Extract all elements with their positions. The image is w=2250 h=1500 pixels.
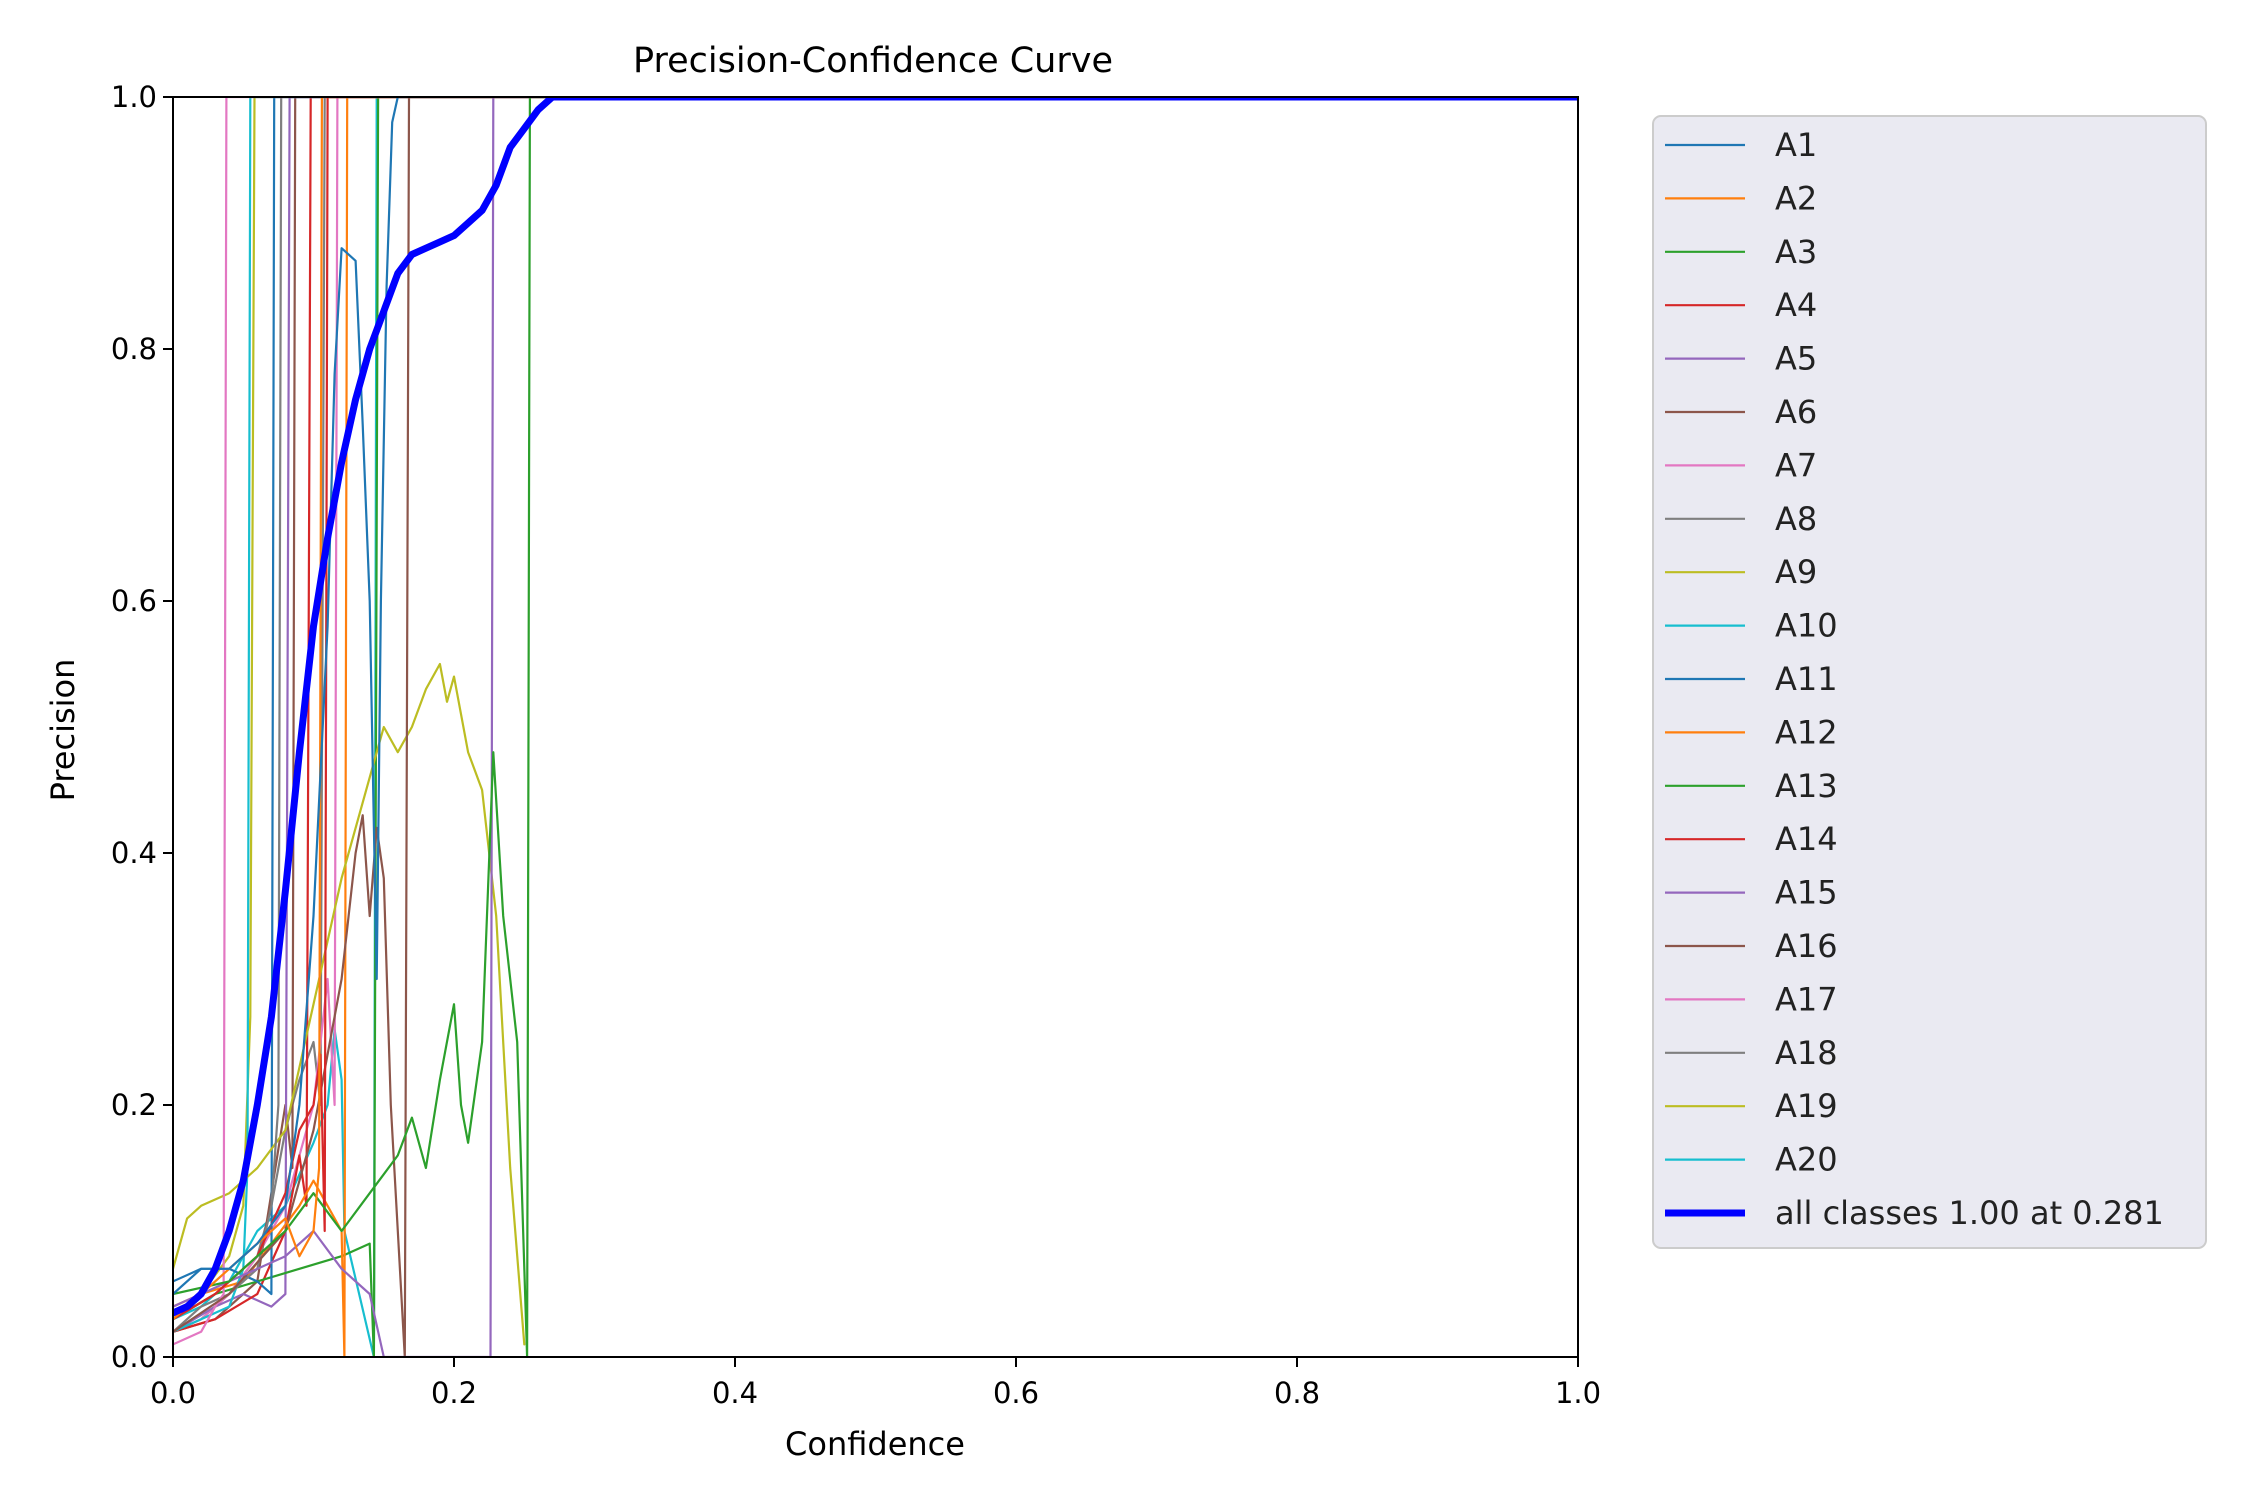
series-line-a15 bbox=[173, 97, 1578, 1333]
legend-label: A3 bbox=[1775, 233, 1817, 271]
series-line-a7 bbox=[173, 97, 1578, 1346]
legend-label: A11 bbox=[1775, 660, 1838, 698]
y-tick-label: 0.6 bbox=[111, 584, 157, 618]
plot-frame bbox=[172, 96, 1579, 1358]
y-tick-label: 0.8 bbox=[111, 332, 157, 366]
legend-box bbox=[1652, 115, 2207, 1249]
x-axis: 0.0 0.2 0.4 0.6 0.8 1.0 bbox=[150, 1357, 1601, 1410]
plot-area bbox=[172, 96, 1579, 1358]
x-tick-label: 0.2 bbox=[431, 1376, 477, 1410]
legend-label: A17 bbox=[1775, 980, 1838, 1018]
y-tick-label: 0.0 bbox=[111, 1340, 157, 1374]
legend-label: A4 bbox=[1775, 286, 1817, 324]
legend-label: A1 bbox=[1775, 126, 1817, 164]
legend: A1 A2 A3 A4 A5 A6 A7 A8 A9 A10 A11 A12 A13 A14 A15 A16 A… bbox=[1652, 115, 2207, 1249]
legend-label: A15 bbox=[1775, 874, 1838, 912]
series-line-a14 bbox=[173, 97, 1578, 1333]
x-tick-label: 0.0 bbox=[150, 1376, 196, 1410]
series-line-a16 bbox=[173, 97, 1578, 1333]
y-axis: 0.0 0.2 0.4 0.6 0.8 1.0 bbox=[111, 80, 173, 1374]
series-line-a19 bbox=[173, 97, 1578, 1321]
series-line-a3 bbox=[173, 97, 1578, 1357]
legend-label: A2 bbox=[1775, 179, 1817, 217]
legend-label: all classes 1.00 at 0.281 bbox=[1775, 1194, 2164, 1232]
x-tick-label: 0.4 bbox=[712, 1376, 758, 1410]
legend-label: A10 bbox=[1775, 607, 1838, 645]
legend-label: A12 bbox=[1775, 713, 1838, 751]
series-line-a17 bbox=[173, 97, 1578, 1333]
series-layer bbox=[173, 97, 1578, 1357]
legend-label: A7 bbox=[1775, 446, 1817, 484]
legend-label: A18 bbox=[1775, 1034, 1838, 1072]
series-line-a5 bbox=[173, 97, 1578, 1357]
legend-label: A19 bbox=[1775, 1087, 1838, 1125]
legend-label: A20 bbox=[1775, 1141, 1838, 1179]
series-line-all-classes bbox=[173, 97, 1578, 1317]
series-line-a8 bbox=[173, 97, 1578, 1333]
series-line-a2 bbox=[173, 97, 1578, 1321]
chart-title: Precision-Confidence Curve bbox=[633, 41, 1113, 81]
y-tick-label: 0.2 bbox=[111, 1088, 157, 1122]
legend-label: A5 bbox=[1775, 340, 1817, 378]
series-line-a6 bbox=[173, 97, 1578, 1357]
series-line-a18 bbox=[173, 97, 1578, 1333]
legend-label: A6 bbox=[1775, 393, 1817, 431]
y-tick-label: 0.4 bbox=[111, 836, 157, 870]
x-tick-label: 1.0 bbox=[1555, 1376, 1601, 1410]
legend-label: A13 bbox=[1775, 767, 1838, 805]
x-tick-label: 0.8 bbox=[1274, 1376, 1320, 1410]
legend-label: A9 bbox=[1775, 553, 1817, 591]
x-tick-label: 0.6 bbox=[993, 1376, 1039, 1410]
series-line-a4 bbox=[173, 97, 1578, 1321]
legend-label: A14 bbox=[1775, 820, 1838, 858]
series-line-a10 bbox=[173, 97, 1578, 1333]
legend-label: A16 bbox=[1775, 927, 1838, 965]
y-axis-title: Precision bbox=[44, 659, 82, 802]
series-line-a11 bbox=[173, 97, 1578, 1296]
x-axis-title: Confidence bbox=[785, 1425, 965, 1463]
y-tick-label: 1.0 bbox=[111, 80, 157, 114]
series-line-a1 bbox=[173, 97, 1578, 1296]
legend-label: A8 bbox=[1775, 500, 1817, 538]
